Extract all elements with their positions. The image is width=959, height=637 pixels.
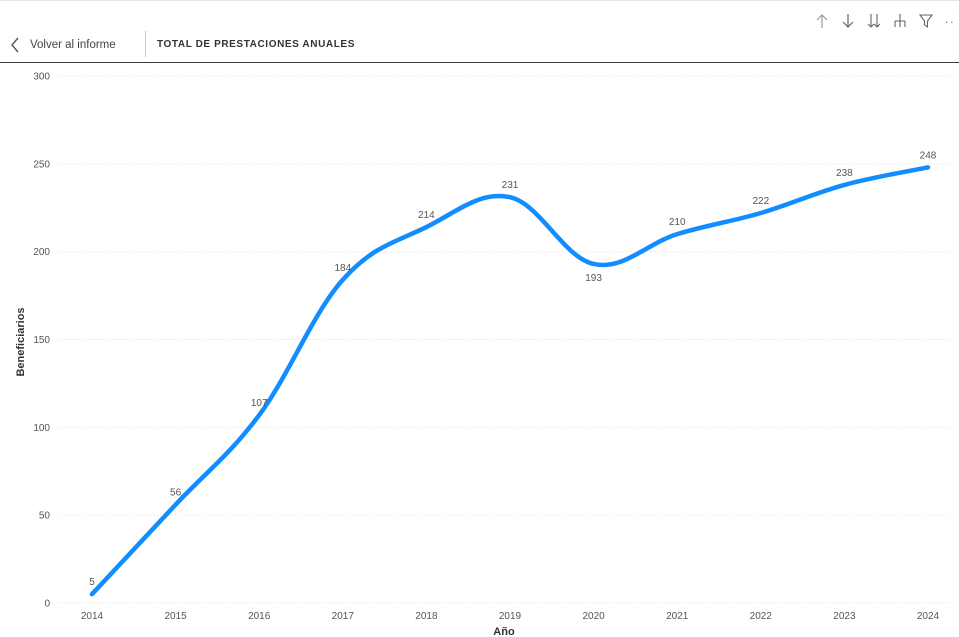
back-label: Volver al informe [30, 39, 116, 51]
expand-hierarchy-icon[interactable] [892, 12, 908, 30]
x-tick-label: 2021 [666, 611, 689, 622]
x-tick-label: 2014 [81, 611, 104, 622]
x-tick-label: 2022 [750, 611, 773, 622]
data-label: 210 [669, 217, 686, 228]
header-divider [145, 31, 146, 57]
data-label: 193 [585, 273, 602, 284]
x-tick-label: 2019 [499, 611, 522, 622]
y-axis-title: Beneficiarios [15, 307, 27, 376]
y-tick-label: 250 [33, 159, 50, 170]
y-tick-label: 150 [33, 335, 50, 346]
data-label: 184 [334, 263, 351, 274]
report-header: Volver al informe TOTAL DE PRESTACIONES … [0, 0, 959, 63]
arrow-down-icon[interactable] [840, 12, 856, 30]
data-labels: 5 56 107 184 214 231 193 210 222 238 248 [89, 150, 937, 588]
data-label: 5 [89, 577, 95, 588]
x-tick-label: 2016 [248, 611, 271, 622]
data-label: 107 [251, 398, 268, 409]
data-label: 248 [920, 150, 937, 161]
x-axis-title: Año [493, 626, 515, 637]
x-axis-ticks: 2014 2015 2016 2017 2018 2019 2020 2021 2022 2023… [81, 611, 940, 622]
y-axis-ticks: 0 50 100 150 200 250 300 [33, 72, 50, 610]
y-tick-label: 200 [33, 247, 50, 258]
series-line [89, 165, 931, 597]
back-to-report-button[interactable]: Volver al informe [10, 34, 116, 56]
filter-icon[interactable] [918, 12, 934, 30]
data-label: 238 [836, 168, 853, 179]
x-tick-label: 2023 [833, 611, 856, 622]
y-tick-label: 100 [33, 423, 50, 434]
visual-toolbar: ·· [814, 11, 955, 31]
header-rule [0, 62, 959, 63]
arrow-up-icon[interactable] [814, 12, 830, 30]
x-tick-label: 2020 [582, 611, 605, 622]
y-tick-label: 50 [39, 511, 51, 522]
more-options-icon[interactable]: ·· [944, 13, 955, 29]
data-label: 222 [752, 196, 769, 207]
double-arrow-down-icon[interactable] [866, 12, 882, 30]
x-tick-label: 2024 [917, 611, 940, 622]
y-tick-label: 0 [44, 599, 50, 610]
gridlines [58, 75, 955, 604]
page-title: TOTAL DE PRESTACIONES ANUALES [157, 39, 355, 50]
chevron-left-icon [10, 37, 20, 53]
x-tick-label: 2017 [332, 611, 355, 622]
y-tick-label: 300 [33, 72, 50, 83]
x-tick-label: 2018 [415, 611, 438, 622]
x-tick-label: 2015 [164, 611, 187, 622]
data-label: 231 [502, 180, 519, 191]
data-label: 56 [170, 488, 182, 499]
data-label: 214 [418, 210, 435, 221]
